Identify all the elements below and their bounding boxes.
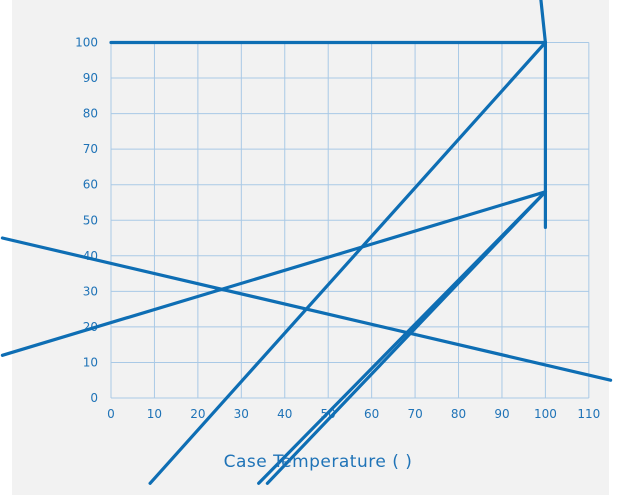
y-tick-label: 60 xyxy=(83,178,98,192)
x-tick-label: 40 xyxy=(277,407,292,421)
y-tick-label: 80 xyxy=(83,107,98,121)
y-tick-label: 30 xyxy=(83,284,98,298)
x-tick-label: 30 xyxy=(234,407,249,421)
x-tick-label: 60 xyxy=(364,407,379,421)
x-tick-label: 70 xyxy=(407,407,422,421)
x-axis-label: Case Temperature ( ) xyxy=(224,452,413,472)
y-tick-label: 10 xyxy=(83,355,98,369)
x-tick-label: 10 xyxy=(147,407,162,421)
y-tick-label: 70 xyxy=(83,142,98,156)
series-line-8 xyxy=(265,190,548,485)
x-tick-label: 0 xyxy=(107,407,115,421)
x-tick-label: 110 xyxy=(577,407,600,421)
y-tick-label: 50 xyxy=(83,213,98,227)
x-tick-label: 80 xyxy=(451,407,466,421)
series-line-4 xyxy=(148,40,548,485)
y-tick-label: 100 xyxy=(75,36,98,50)
tick-labels: 0 10 20 30 40 50 60 70 80 90 100 110010203040506070… xyxy=(75,36,600,422)
series-lines xyxy=(0,0,613,485)
series-line-5 xyxy=(0,190,548,357)
series-line-6 xyxy=(0,236,613,382)
y-tick-label: 0 xyxy=(90,391,98,405)
x-tick-label: 100 xyxy=(534,407,557,421)
series-line-3 xyxy=(539,0,548,45)
x-tick-label: 20 xyxy=(190,407,205,421)
y-tick-label: 90 xyxy=(83,71,98,85)
x-tick-label: 90 xyxy=(494,407,509,421)
